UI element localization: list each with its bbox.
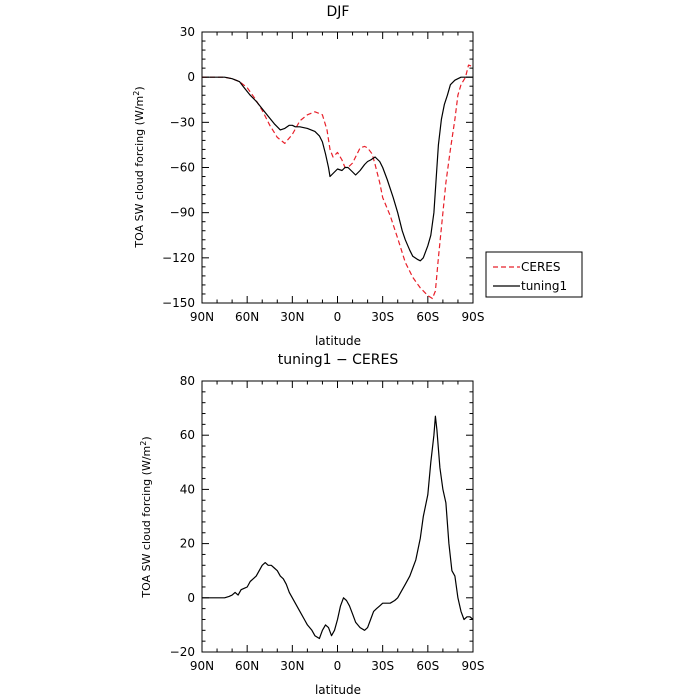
x-tick-label: 90S (462, 310, 485, 324)
series-group (202, 64, 474, 300)
x-tick-label: 30S (371, 310, 394, 324)
plot-frame (201, 31, 474, 304)
panel-difference: tuning1 − CERES −20 0 20 40 60 80 90N 60N 30N 0 3… (139, 352, 485, 697)
y-axis-label: TOA SW cloud forcing (W/m2) (132, 86, 147, 248)
x-axis-label: latitude (315, 334, 361, 348)
y-tick-label: −120 (162, 251, 195, 265)
x-tick-label: 90N (190, 659, 214, 673)
panel-djf: DJF −150 −120 −90 −60 −30 0 30 90N 60N 30N 0 30S 60… (132, 4, 583, 348)
legend-label-ceres: CERES (521, 260, 561, 274)
series-line-difference (202, 415, 474, 640)
x-tick-label: 90S (462, 659, 485, 673)
y-tick-label: 0 (187, 70, 195, 84)
x-tick-label: 30N (280, 310, 304, 324)
y-tick-label: 30 (180, 25, 195, 39)
y-tick-label: 0 (187, 591, 195, 605)
legend-label-tuning1: tuning1 (521, 279, 567, 293)
series-line-ceres (202, 64, 474, 300)
y-axis-label: TOA SW cloud forcing (W/m2) (139, 436, 154, 598)
x-tick-label: 60S (416, 310, 439, 324)
y-axis: −150 −120 −90 −60 −30 0 30 (162, 25, 473, 310)
chart-title: tuning1 − CERES (278, 352, 399, 368)
y-tick-label: 60 (180, 428, 195, 442)
legend: CERES tuning1 (485, 251, 583, 298)
y-tick-label: 80 (180, 374, 195, 388)
x-tick-label: 60S (416, 659, 439, 673)
y-axis: −20 0 20 40 60 80 (170, 374, 473, 659)
x-tick-label: 0 (334, 310, 342, 324)
chart-title: DJF (327, 4, 350, 20)
x-tick-label: 60N (235, 310, 259, 324)
x-axis-label: latitude (315, 683, 361, 697)
y-tick-label: −60 (170, 161, 195, 175)
y-tick-label: −30 (170, 115, 195, 129)
x-axis: 90N 60N 30N 0 30S 60S 90S (190, 32, 485, 324)
plot-frame (201, 380, 474, 653)
series-line-tuning1 (202, 76, 473, 262)
x-tick-label: 0 (334, 659, 342, 673)
x-tick-label: 30N (280, 659, 304, 673)
x-tick-label: 90N (190, 310, 214, 324)
y-tick-label: 40 (180, 482, 195, 496)
x-axis: 90N 60N 30N 0 30S 60S 90S (190, 381, 485, 673)
legend-box (485, 251, 583, 298)
y-tick-label: −90 (170, 206, 195, 220)
series-group (202, 415, 474, 640)
y-tick-label: −20 (170, 645, 195, 659)
y-tick-label: −150 (162, 296, 195, 310)
x-tick-label: 60N (235, 659, 259, 673)
y-tick-label: 20 (180, 537, 195, 551)
x-tick-label: 30S (371, 659, 394, 673)
